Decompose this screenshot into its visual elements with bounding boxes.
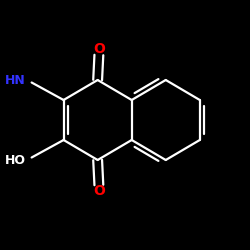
- Text: O: O: [93, 42, 105, 56]
- Text: HN: HN: [5, 74, 25, 86]
- Text: HO: HO: [4, 154, 25, 166]
- Text: O: O: [93, 184, 105, 198]
